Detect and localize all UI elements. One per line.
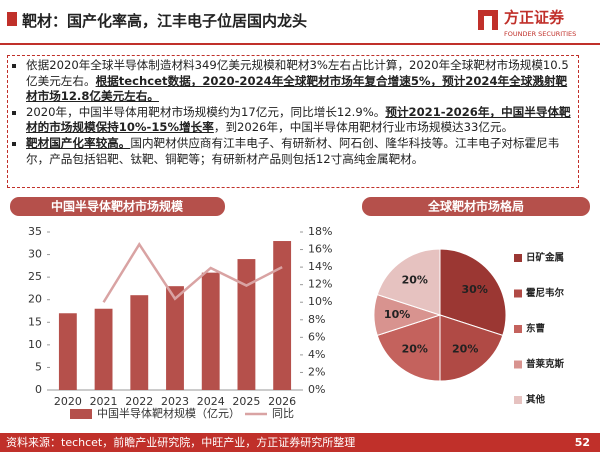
section-bar <box>10 197 225 216</box>
legend-label: 普莱克斯 <box>526 358 565 370</box>
page-title: 靶材：国产化率高，江丰电子位居国内龙头 <box>22 12 308 30</box>
data-label: 20% <box>402 343 428 356</box>
legend-swatch <box>514 254 522 262</box>
x-tick-label: 2026 <box>268 395 296 408</box>
pie-slice <box>376 248 441 316</box>
chart-title: 中国半导体靶材市场规模 <box>51 199 184 214</box>
legend-label: 日矿金属 <box>526 252 564 264</box>
y2-tick-label: 4% <box>308 348 325 361</box>
text-run: 国内靶材供应商有江丰电子、有研新材、阿石创、隆华科技等。江丰电子对标霍尼韦尔，产… <box>26 135 560 166</box>
y-tick-label: 5 <box>35 360 42 373</box>
legend-swatch <box>514 360 522 369</box>
y-tick-label: 0 <box>35 383 42 396</box>
chart-title: 全球靶材市场格局 <box>427 199 524 214</box>
y2-tick-label: 10% <box>308 295 332 308</box>
pie-slice <box>376 314 441 382</box>
bar <box>94 308 113 390</box>
data-label: 20% <box>402 273 428 286</box>
y-tick-label: 20 <box>28 293 42 306</box>
title-marker <box>7 12 17 26</box>
legend-label: 东曹 <box>526 323 546 335</box>
y-tick-label: 30 <box>28 248 42 261</box>
text-box: 依据2020年全球半导体制造材料349亿美元规模和靶材3%左右占比计算，2020… <box>7 55 579 188</box>
y2-tick-label: 12% <box>308 278 332 291</box>
bar <box>166 286 184 390</box>
y2-tick-label: 2% <box>308 365 325 378</box>
y2-tick-label: 6% <box>308 330 325 343</box>
legend-label: 其他 <box>526 394 546 406</box>
source: 资料来源：techcet，前瞻产业研究院，中旺产业，方正证券研究所整理 <box>6 436 356 449</box>
legend-swatch <box>514 289 522 298</box>
legend-label: 中国半导体靶材规模（亿元） <box>97 406 240 420</box>
bar <box>130 295 149 390</box>
bullet-list: 依据2020年全球半导体制造材料349亿美元规模和靶材3%左右占比计算，2020… <box>14 58 572 167</box>
text-run: 预计2021-2026年，中国半导体靶材的市场规模保持10%-15%增长率 <box>26 104 571 135</box>
x-tick-label: 2022 <box>125 395 153 408</box>
y2-tick-label: 18% <box>308 225 332 238</box>
y-tick-label: 35 <box>28 225 42 238</box>
x-tick-label: 2021 <box>90 395 118 408</box>
text-run: 靶材国产化率较高。 <box>26 135 131 150</box>
bar <box>201 272 220 390</box>
footer: 资料来源：techcet，前瞻产业研究院，中旺产业，方正证券研究所整理 52 <box>0 433 600 452</box>
line <box>102 241 283 303</box>
page-number: 52 <box>574 436 590 449</box>
y2-tick-label: 16% <box>308 243 332 256</box>
legend-swatch <box>70 409 92 419</box>
bullet: 2020年，中国半导体用靶材市场规模约为17亿元，同比增长12.9%。预计202… <box>26 105 572 136</box>
legend-label: 霍尼韦尔 <box>526 287 565 299</box>
data-label: 20% <box>452 343 478 356</box>
legend-label: 同比 <box>272 407 294 420</box>
bar <box>237 259 256 390</box>
text-run: 依据2020年全球半导体制造材料349亿美元规模和靶材3%左右占比计算，2020… <box>26 58 569 88</box>
pie-slice <box>439 248 507 337</box>
bar <box>273 241 292 390</box>
logo-sub: FOUNDER SECURITIES <box>504 30 576 38</box>
bullet: 依据2020年全球半导体制造材料349亿美元规模和靶材3%左右占比计算，2020… <box>26 58 572 105</box>
text-run: 根据techcet数据，2020-2024年全球靶材市场年复合增速5%，预计20… <box>26 73 568 104</box>
logo-icon-cut <box>484 16 492 30</box>
bullet: 靶材国产化率较高。国内靶材供应商有江丰电子、有研新材、阿石创、隆华科技等。江丰电… <box>26 136 572 167</box>
pie-slice <box>439 314 504 382</box>
section-bar <box>362 197 590 216</box>
y2-tick-label: 0% <box>308 383 325 396</box>
x-tick-label: 2025 <box>232 395 260 408</box>
y-tick-label: 15 <box>28 315 42 328</box>
x-tick-label: 2020 <box>54 395 82 408</box>
x-tick-label: 2024 <box>197 395 225 408</box>
x-tick-label: 2023 <box>161 395 189 408</box>
y2-tick-label: 14% <box>308 260 332 273</box>
legend-swatch <box>514 325 522 333</box>
bar <box>58 313 77 390</box>
y2-tick-label: 8% <box>308 313 325 326</box>
text-run: ，到2026年，中国半导体用靶材行业市场规模达33亿元。 <box>213 120 514 135</box>
legend-swatch <box>514 396 522 404</box>
data-label: 30% <box>462 283 488 296</box>
text-run: 2020年，中国半导体用靶材市场规模约为17亿元，同比增长12.9%。 <box>26 104 386 119</box>
data-label: 10% <box>384 308 410 321</box>
y-tick-label: 25 <box>28 270 42 283</box>
y-tick-label: 10 <box>28 338 42 351</box>
logo-name: 方正证券 <box>504 9 565 27</box>
